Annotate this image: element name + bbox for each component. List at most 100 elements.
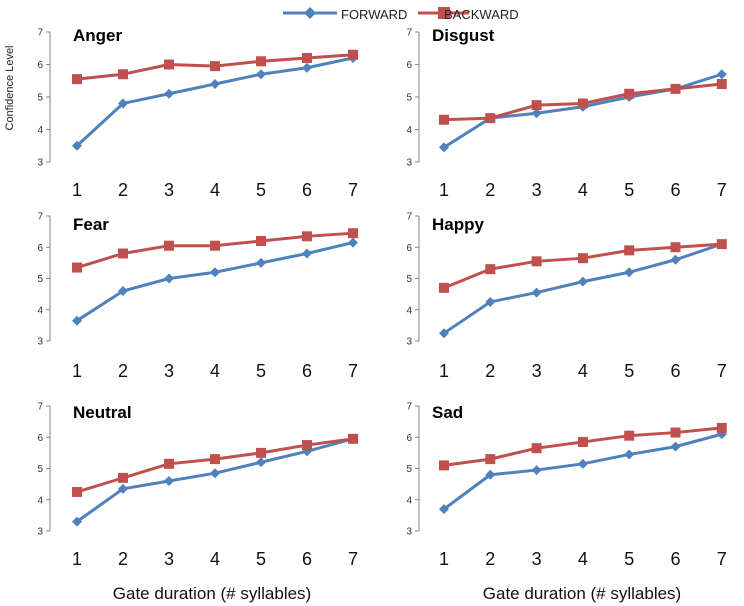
data-point-forward: [439, 328, 449, 339]
y-tick-label: 5: [37, 274, 43, 285]
data-point-backward: [485, 454, 496, 465]
data-point-backward: [577, 253, 588, 264]
x-tick-label: 5: [256, 180, 266, 200]
x-tick-label: 1: [439, 361, 449, 381]
y-tick-label: 6: [406, 433, 412, 444]
data-point-forward: [531, 108, 542, 119]
x-tick-label: 2: [118, 361, 128, 381]
x-tick-label: 7: [348, 180, 358, 200]
data-point-backward: [164, 458, 174, 469]
data-point-backward: [256, 447, 266, 458]
x-tick-label: 1: [439, 549, 449, 569]
x-tick-label: 7: [717, 361, 727, 381]
x-tick-label: 2: [118, 180, 128, 200]
data-point-forward: [72, 140, 82, 151]
panel-neutral: Neutral 3 4 5 6 7 1 2 3 4 5 6 7: [37, 402, 358, 570]
panel-title-neutral: Neutral: [73, 403, 132, 422]
data-point-forward: [118, 286, 128, 296]
legend-backward-marker: [438, 7, 450, 19]
x-tick-label: 6: [302, 180, 312, 200]
y-tick-label: 4: [37, 305, 43, 316]
legend-forward-label: FORWARD: [341, 7, 407, 22]
x-tick-label: 6: [670, 180, 680, 200]
legend-backward-label: BACKWARD: [444, 7, 519, 22]
y-tick-label: 7: [37, 212, 43, 223]
x-tick-label: 5: [624, 361, 634, 381]
data-point-backward: [624, 88, 635, 99]
data-point-backward: [670, 427, 681, 438]
x-tick-label: 7: [717, 180, 727, 200]
x-tick-label: 2: [485, 549, 495, 569]
data-point-backward: [302, 53, 312, 63]
data-point-forward: [210, 468, 220, 479]
x-tick-label: 7: [717, 549, 727, 569]
x-tick-label: 7: [348, 549, 358, 569]
x-tick-label: 2: [485, 361, 495, 381]
panel-fear: Fear 3 4 5 6 7 1 2 3 4 5 6 7: [37, 212, 358, 382]
x-tick-label: 1: [72, 361, 82, 381]
data-point-forward: [716, 69, 727, 80]
y-tick-label: 4: [406, 125, 412, 136]
data-point-forward: [72, 315, 82, 326]
data-point-backward: [716, 422, 727, 433]
y-tick-label: 4: [37, 125, 43, 136]
data-point-forward: [577, 458, 588, 469]
y-tick-label: 6: [406, 60, 412, 71]
y-tick-label: 5: [37, 93, 43, 104]
data-point-backward: [348, 433, 358, 444]
data-point-backward: [439, 114, 449, 125]
data-point-forward: [485, 296, 496, 307]
data-point-backward: [716, 239, 727, 250]
y-tick-label: 3: [37, 158, 43, 169]
y-tick-label: 3: [406, 158, 412, 169]
data-point-backward: [624, 245, 635, 256]
x-tick-label: 4: [578, 549, 588, 569]
panel-title-happy: Happy: [432, 215, 485, 234]
data-point-backward: [118, 69, 128, 80]
x-tick-label: 1: [72, 180, 82, 200]
x-tick-label: 6: [302, 549, 312, 569]
y-tick-label: 6: [37, 243, 43, 254]
data-point-forward: [164, 88, 174, 99]
x-tick-label: 7: [348, 361, 358, 381]
data-point-forward: [670, 441, 681, 452]
x-tick-label: 4: [210, 361, 220, 381]
data-point-forward: [624, 449, 635, 460]
y-tick-label: 5: [37, 464, 43, 475]
data-point-forward: [302, 248, 312, 259]
x-tick-label: 3: [164, 549, 174, 569]
data-point-forward: [670, 254, 681, 265]
x-tick-label: 2: [485, 180, 495, 200]
data-point-forward: [256, 457, 266, 468]
x-tick-label: 6: [670, 361, 680, 381]
panel-title-sad: Sad: [432, 403, 463, 422]
data-point-forward: [164, 476, 174, 486]
data-point-backward: [531, 100, 542, 111]
data-point-backward: [302, 231, 312, 242]
x-tick-label: 4: [578, 180, 588, 200]
x-tick-label: 3: [164, 361, 174, 381]
y-tick-label: 7: [406, 402, 412, 413]
y-tick-label: 7: [406, 212, 412, 223]
y-tick-label: 7: [37, 28, 43, 39]
y-tick-label: 3: [406, 337, 412, 348]
data-point-forward: [256, 257, 266, 268]
data-point-backward: [531, 256, 542, 267]
data-point-forward: [210, 267, 220, 278]
x-axis-label-right: Gate duration (# syllables): [483, 584, 681, 603]
data-point-forward: [210, 79, 220, 89]
data-point-forward: [624, 267, 635, 278]
panel-happy: Happy 3 4 5 6 7 1 2 3 4 5 6 7: [406, 212, 726, 382]
y-tick-label: 6: [406, 243, 412, 254]
data-point-forward: [118, 483, 128, 494]
data-point-backward: [485, 264, 496, 275]
x-tick-label: 5: [624, 180, 634, 200]
y-tick-label: 7: [406, 28, 412, 39]
data-point-backward: [348, 228, 358, 239]
data-point-backward: [164, 59, 174, 70]
data-point-forward: [118, 98, 128, 109]
y-tick-label: 3: [37, 337, 43, 348]
data-point-backward: [577, 436, 588, 447]
x-tick-label: 4: [210, 549, 220, 569]
